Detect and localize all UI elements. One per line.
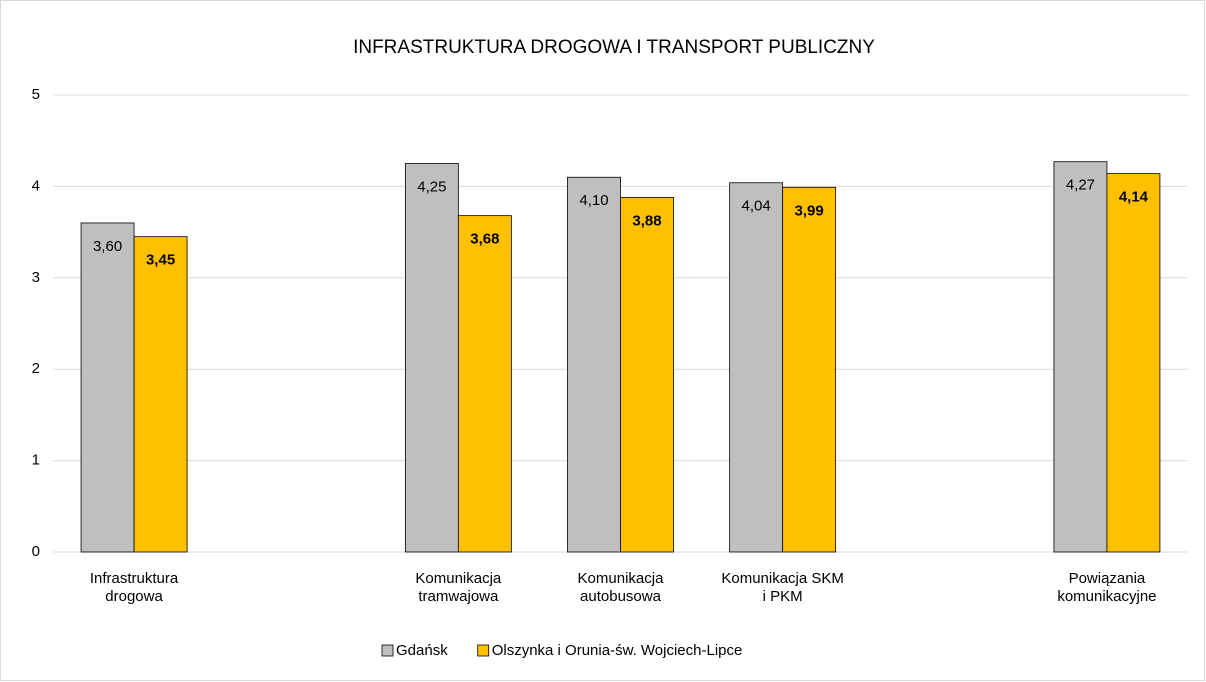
- x-tick-label: Powiązania komunikacyjne: [1057, 570, 1157, 605]
- bar: [567, 176, 621, 553]
- x-tick-label: Komunikacja SKM i PKM: [721, 570, 844, 605]
- y-tick-label: 5: [32, 86, 40, 103]
- bar: [133, 236, 188, 553]
- x-tick-label: Infrastruktura drogowa: [89, 570, 179, 605]
- value-label: 3,60: [93, 238, 122, 255]
- value-label: 3,99: [795, 202, 824, 219]
- value-label: 4,04: [742, 198, 771, 215]
- y-tick-label: 1: [32, 452, 40, 469]
- bar: [620, 196, 674, 553]
- chart-title: INFRASTRUKTURA DROGOWA I TRANSPORT PUBLI…: [353, 37, 875, 58]
- bar: [80, 222, 135, 553]
- value-label: 4,27: [1066, 177, 1095, 194]
- x-tick-label: Komunikacja autobusowa: [577, 570, 664, 605]
- bar: [782, 186, 837, 553]
- value-label: 4,10: [579, 192, 608, 209]
- value-label: 3,45: [146, 252, 175, 269]
- y-tick-label: 3: [32, 269, 40, 286]
- x-tick-label: Komunikacja tramwajowa: [415, 570, 502, 605]
- bar: [1053, 161, 1108, 553]
- bar: [1106, 173, 1161, 553]
- value-label: 3,68: [470, 231, 499, 248]
- value-label: 4,14: [1119, 189, 1149, 206]
- bar: [729, 182, 784, 553]
- legend-swatch: [477, 644, 490, 657]
- legend-swatch: [381, 644, 394, 657]
- legend-label: Olszynka i Orunia-św. Wojciech-Lipce: [492, 642, 743, 659]
- bar: [457, 215, 512, 553]
- bar: [404, 163, 459, 553]
- y-tick-label: 0: [32, 543, 40, 560]
- y-tick-label: 2: [32, 360, 40, 377]
- y-tick-label: 4: [32, 177, 40, 194]
- legend-label: Gdańsk: [396, 642, 448, 659]
- value-label: 3,88: [632, 212, 661, 229]
- value-label: 4,25: [417, 179, 446, 196]
